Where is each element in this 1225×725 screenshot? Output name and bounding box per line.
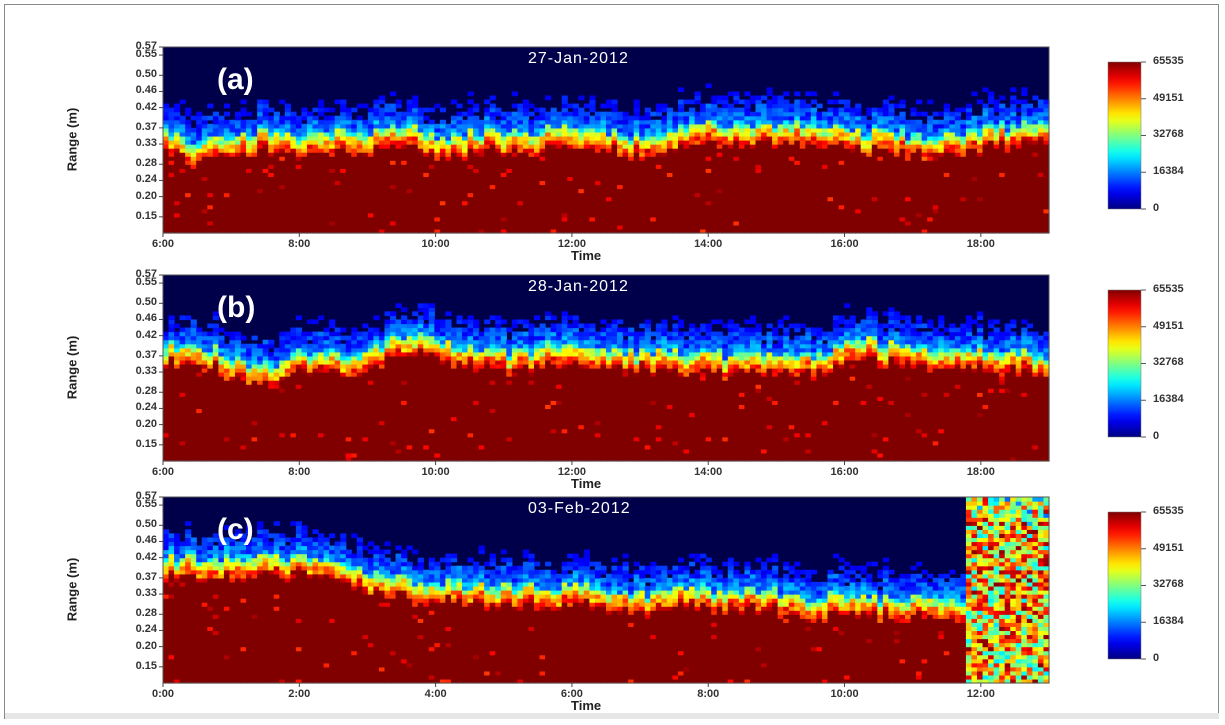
colorbar-tick-label: 16384 [1153, 393, 1184, 406]
x-axis-label: Time [571, 476, 602, 491]
y-tick-label: 0.46 [135, 84, 157, 97]
x-tick-label: 4:00 [424, 688, 447, 700]
colorbar [1107, 289, 1146, 438]
x-tick-label: 0:00 [151, 688, 175, 700]
y-tick-label: 0.57 [135, 268, 157, 280]
y-tick-label: 0.28 [135, 385, 157, 398]
heatmap-plot-2 [159, 274, 1050, 465]
heatmap-cells [163, 497, 1050, 684]
x-tick-label: 14:00 [694, 466, 723, 478]
colorbar-tick-label: 49151 [1153, 319, 1184, 332]
x-tick-label: 8:00 [697, 688, 720, 700]
plot-frame [162, 496, 1050, 684]
heatmap-plot-1 [159, 46, 1050, 237]
colorbar-tick-label: 32768 [1153, 578, 1184, 591]
bottom-scroll-strip [5, 713, 1219, 719]
x-tick-label: 6:00 [151, 466, 175, 478]
y-tick-label: 0.42 [135, 100, 157, 113]
y-tick-label: 0.33 [135, 587, 157, 600]
y-tick-label: 0.24 [135, 623, 157, 636]
colorbar-tick-label: 65535 [1153, 505, 1184, 517]
y-tick-label: 0.37 [135, 348, 157, 361]
y-tick-label: 0.50 [135, 518, 157, 531]
x-axis-label: Time [571, 248, 602, 263]
colorbar-tick-label: 65535 [1153, 283, 1184, 295]
y-tick-label: 0.42 [135, 550, 157, 563]
colorbar [1107, 61, 1146, 210]
y-tick-label: 0.15 [135, 209, 157, 222]
y-tick-label: 0.55 [135, 276, 157, 289]
y-tick-label: 0.46 [135, 534, 157, 547]
panel-date-title: 03-Feb-2012 [528, 500, 631, 517]
x-tick-label: 18:00 [966, 466, 995, 478]
plot-frame [162, 46, 1050, 234]
chart-panel-3: 0.15 0.20 0.24 0.28 0.33 0.37 0.42 0.46 0.50 0.55… [0, 490, 1225, 718]
y-tick-label: 0.57 [135, 490, 157, 502]
y-tick-label: 0.50 [135, 296, 157, 309]
x-tick-label: 12:00 [966, 688, 995, 700]
x-tick-label: 2:00 [288, 688, 311, 700]
x-tick-label: 8:00 [288, 238, 311, 250]
y-tick-label: 0.20 [135, 417, 157, 430]
chart-panel-1: 0.15 0.20 0.24 0.28 0.33 0.37 0.42 0.46 0.50 0.55… [0, 40, 1225, 268]
colorbar-tick-label: 32768 [1153, 356, 1184, 369]
colorbar-tick-label: 65535 [1153, 55, 1184, 67]
panel-letter: (a) [217, 63, 254, 96]
x-tick-label: 10:00 [830, 688, 859, 700]
x-tick-label: 18:00 [966, 238, 995, 250]
x-tick-label: 6:00 [560, 688, 583, 700]
y-tick-label: 0.57 [135, 40, 157, 52]
colorbar-tick-label: 0 [1153, 202, 1160, 214]
y-tick-label: 0.20 [135, 639, 157, 652]
y-tick-label: 0.24 [135, 401, 157, 414]
y-tick-label: 0.24 [135, 173, 157, 186]
colorbar-gradient [1107, 289, 1142, 438]
x-tick-label: 16:00 [830, 238, 859, 250]
colorbar-tick-label: 32768 [1153, 128, 1184, 141]
chart-panel-2: 0.15 0.20 0.24 0.28 0.33 0.37 0.42 0.46 0.50 0.55… [0, 268, 1225, 496]
colorbar-gradient [1107, 61, 1142, 210]
y-tick-label: 0.37 [135, 570, 157, 583]
y-tick-label: 0.15 [135, 659, 157, 672]
plot-frame [162, 274, 1050, 462]
y-tick-label: 0.28 [135, 157, 157, 170]
heatmap-cells [163, 83, 1050, 234]
y-tick-label: 0.33 [135, 365, 157, 378]
y-tick-label: 0.46 [135, 312, 157, 325]
x-tick-label: 10:00 [421, 238, 450, 250]
panel-date-title: 27-Jan-2012 [528, 50, 629, 67]
x-tick-label: 6:00 [151, 238, 175, 250]
colorbar-tick-label: 0 [1153, 652, 1160, 664]
x-axis-label: Time [571, 698, 602, 713]
panel-letter: (b) [217, 291, 256, 324]
y-tick-label: 0.28 [135, 607, 157, 620]
y-tick-label: 0.20 [135, 189, 157, 202]
y-tick-label: 0.55 [135, 48, 157, 61]
panel-date-title: 28-Jan-2012 [528, 278, 629, 295]
colorbar-tick-label: 0 [1153, 430, 1160, 442]
y-tick-label: 0.15 [135, 437, 157, 450]
y-tick-label: 0.33 [135, 137, 157, 150]
y-tick-label: 0.55 [135, 498, 157, 511]
colorbar-tick-label: 49151 [1153, 541, 1184, 554]
colorbar-tick-label: 49151 [1153, 91, 1184, 104]
colorbar-gradient [1107, 511, 1142, 660]
x-tick-label: 12:00 [557, 466, 586, 478]
y-tick-label: 0.42 [135, 328, 157, 341]
x-tick-label: 8:00 [288, 466, 311, 478]
heatmap-cells [163, 303, 1050, 462]
x-tick-label: 14:00 [694, 238, 723, 250]
colorbar-tick-label: 16384 [1153, 615, 1184, 628]
panel-letter: (c) [217, 513, 254, 546]
colorbar-tick-label: 16384 [1153, 165, 1184, 178]
x-tick-label: 12:00 [557, 238, 586, 250]
y-tick-label: 0.37 [135, 120, 157, 133]
heatmap-plot-3 [159, 496, 1050, 687]
x-tick-label: 10:00 [421, 466, 450, 478]
colorbar [1107, 511, 1146, 660]
y-tick-label: 0.50 [135, 68, 157, 81]
x-tick-label: 16:00 [830, 466, 859, 478]
